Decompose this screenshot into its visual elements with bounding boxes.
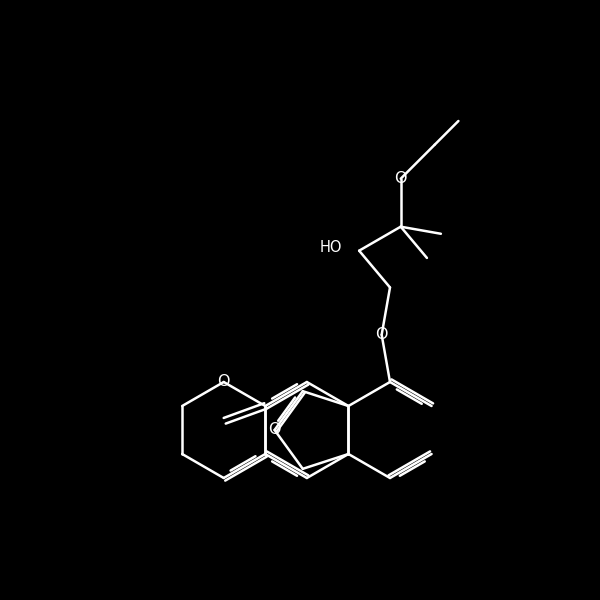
Text: HO: HO bbox=[320, 240, 343, 255]
Text: O: O bbox=[217, 374, 230, 389]
Text: O: O bbox=[394, 171, 407, 186]
Text: O: O bbox=[268, 422, 281, 437]
Text: O: O bbox=[376, 327, 388, 342]
